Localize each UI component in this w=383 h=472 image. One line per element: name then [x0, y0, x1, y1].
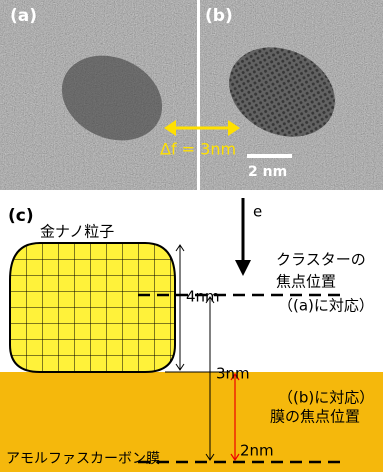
cluster-focus: クラスターの [276, 251, 366, 269]
film-focus: （(b)に対応） [278, 389, 374, 407]
film-focus: 膜の焦点位置 [270, 408, 360, 426]
height-label: 4nm [186, 288, 220, 306]
scale-label: 2 nm [248, 164, 287, 180]
cluster-focus: 焦点位置 [276, 273, 336, 291]
cluster-focus: （(a)に対応） [278, 297, 374, 315]
gold-particle [10, 243, 175, 372]
film-depth-label: 2nm [240, 442, 274, 460]
particle-label: 金ナノ粒子 [40, 223, 114, 241]
defocus-label: Δf = 3nm [160, 140, 236, 159]
beam-label: e [253, 203, 262, 221]
figure: (a) (b) Δf = 3nm 2 nm (c) e 金ナノ粒子 4nm 3n… [0, 0, 383, 472]
beam-arrowhead [235, 260, 251, 276]
offset-label: 3nm [216, 365, 250, 383]
panel-a-image [0, 0, 197, 190]
film-label: アモルファスカーボン膜 [6, 451, 160, 467]
panel-b-image [200, 0, 383, 190]
panel-label: (b) [205, 6, 233, 26]
panel-label: (c) [8, 206, 34, 226]
panel-label: (a) [10, 6, 37, 26]
